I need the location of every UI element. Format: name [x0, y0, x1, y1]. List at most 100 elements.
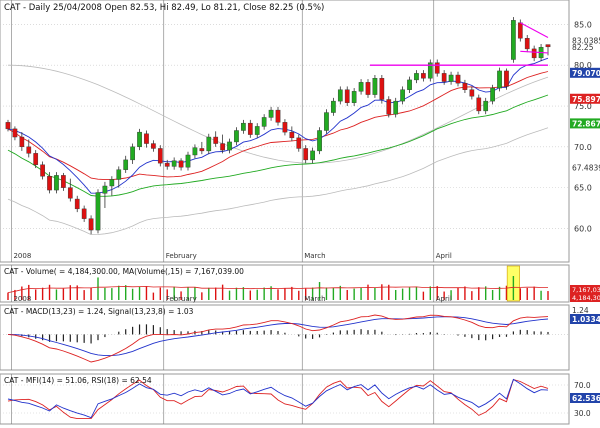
candle [524, 35, 530, 53]
candle [407, 76, 412, 93]
candle-body [462, 82, 468, 90]
candle-body [137, 131, 142, 148]
candle-body [317, 130, 322, 152]
macd-line [7, 314, 549, 363]
y-tick-label: 60.0 [574, 224, 592, 233]
candle-body [331, 100, 336, 113]
candle-body [337, 89, 343, 102]
value-label: 79.070 [572, 69, 600, 78]
mfi-rsi-lines [7, 378, 549, 420]
candle-body [241, 122, 246, 131]
candle [434, 59, 440, 77]
candle [344, 86, 350, 107]
candle-body [358, 82, 364, 92]
candlesticks [5, 17, 551, 235]
value-label: 72.8673 [572, 119, 600, 128]
candle [511, 17, 516, 63]
value-badge [570, 93, 600, 104]
candle [157, 145, 163, 167]
y-tick-label: 80.0 [574, 61, 592, 70]
candle [234, 127, 239, 146]
candle [95, 189, 101, 234]
macd-grid [0, 305, 569, 370]
mfi-panel [0, 373, 570, 425]
candle-body [414, 73, 419, 81]
candle-body [531, 48, 537, 59]
candle-body [261, 117, 267, 127]
x-tick-label: February [166, 252, 197, 260]
x-tick-label: April [436, 295, 452, 303]
rsi-line [7, 378, 549, 419]
candle [393, 97, 399, 118]
candle-body [151, 143, 156, 149]
candle [67, 178, 73, 202]
candle [109, 176, 115, 196]
candle [192, 144, 198, 159]
candle-body [310, 150, 315, 161]
candle [227, 138, 232, 154]
value-label: 75.8979 [572, 95, 600, 104]
value-label: 82.25 [572, 43, 594, 52]
x-tick-label: 2008 [13, 252, 31, 260]
candle-body [303, 148, 309, 161]
macd-value: 1.24 [572, 306, 589, 315]
candle-body [483, 100, 489, 112]
candle-body [441, 73, 447, 82]
candle-body [511, 20, 516, 60]
volume-axis: 7,167,0394,184,300 [570, 285, 600, 302]
flag-lower-line [520, 50, 549, 54]
candle-body [33, 153, 39, 165]
candle-body [40, 164, 45, 177]
candle [254, 123, 260, 138]
mfi-axis: 70.0 62.5369 30.0 [570, 381, 600, 418]
volume-date-axis: 2008 February March April [13, 295, 451, 303]
candle-body [365, 82, 371, 95]
candle-body [268, 109, 274, 118]
candle [421, 70, 426, 82]
candle [178, 158, 184, 171]
candle [151, 140, 156, 152]
candle [26, 139, 32, 158]
candle-body [289, 131, 295, 139]
candle [88, 215, 94, 235]
candle [469, 86, 475, 100]
candle [427, 59, 433, 82]
candle [531, 45, 537, 62]
candle-body [144, 133, 149, 144]
macd-panel [0, 304, 570, 371]
mfi-legend: CAT - MFI(14) = 51.06, RSI(18) = 62.54 [4, 376, 152, 385]
candle-body [545, 44, 551, 48]
envelope-upper [7, 64, 549, 164]
volume-ma [7, 286, 548, 293]
candle [47, 172, 52, 194]
candle-body [54, 175, 59, 191]
candle-body [421, 73, 426, 79]
value-badge [570, 67, 600, 78]
candle [414, 70, 419, 84]
candle-body [164, 162, 170, 167]
candle-body [88, 218, 94, 231]
candle-body [74, 198, 80, 210]
candle-body [227, 141, 232, 151]
trend-lines [370, 22, 549, 66]
candle-body [448, 74, 454, 82]
candle [116, 166, 122, 188]
macd-axis: 1.241.03346 [570, 306, 600, 324]
x-tick-label: March [304, 295, 325, 303]
candle [130, 143, 135, 164]
candle-body [123, 159, 129, 170]
candle [372, 75, 378, 98]
volume-ma-value: 7,167,039 [572, 286, 600, 294]
candle [448, 71, 454, 85]
candle [213, 131, 219, 147]
candle [81, 205, 87, 222]
candle-body [504, 70, 509, 87]
candle [54, 172, 59, 194]
candle-body [324, 112, 329, 131]
candle-body [386, 99, 392, 115]
volume-legend: CAT - Volume( = 4,184,300.00, MA(Volume(… [4, 267, 244, 276]
candle-body [393, 100, 399, 115]
candle-body [95, 192, 101, 231]
candle-body [476, 97, 482, 112]
